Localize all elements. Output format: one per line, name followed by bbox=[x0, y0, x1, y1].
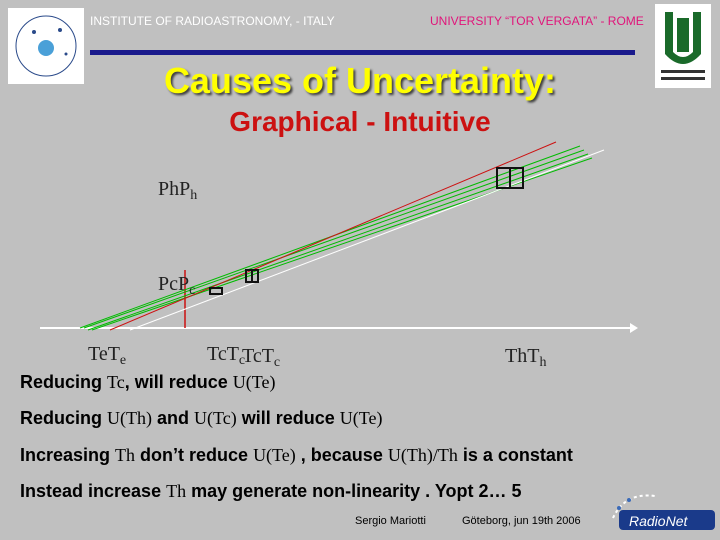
header-institute: INSTITUTE OF RADIOASTRONOMY, - ITALY bbox=[90, 14, 335, 28]
fit-line bbox=[109, 141, 557, 331]
slide-subtitle: Graphical - Intuitive bbox=[229, 106, 491, 137]
y-label-ph: PhPh bbox=[158, 178, 197, 203]
fit-line bbox=[83, 149, 585, 329]
fit-line bbox=[87, 153, 589, 331]
radionet-logo-icon: RadioNet bbox=[612, 494, 715, 530]
y-label-pc: PcPc bbox=[158, 273, 195, 298]
x-label-tc: TcTc bbox=[242, 345, 280, 370]
header-university: UNIVERSITY “TOR VERGATA” - ROME bbox=[430, 14, 644, 28]
x-label-te: TeTe bbox=[88, 343, 126, 368]
x-label-tc: TcTc bbox=[207, 343, 245, 368]
x-label-th: ThTh bbox=[505, 345, 546, 370]
uncertainty-box-ambient bbox=[209, 287, 223, 295]
inaf-logo-icon bbox=[8, 8, 84, 84]
fit-line bbox=[129, 149, 605, 331]
text-line-2: Reducing U(Th) and U(Tc) will reduce U(T… bbox=[20, 408, 383, 428]
header-rule bbox=[90, 50, 635, 55]
tor-vergata-logo-icon bbox=[655, 4, 711, 88]
text-line-1: Reducing Tc, will reduce U(Te) bbox=[20, 372, 276, 392]
footer-author: Sergio Mariotti bbox=[355, 515, 426, 527]
svg-text:RadioNet: RadioNet bbox=[629, 513, 688, 529]
x-axis-arrow bbox=[630, 323, 638, 333]
footer-date: Göteborg, jun 19th 2006 bbox=[462, 515, 581, 527]
slide-title: Causes of Uncertainty: bbox=[163, 60, 557, 101]
text-line-3: Increasing Th don’t reduce U(Te) , becau… bbox=[20, 445, 573, 465]
text-line-4: Instead increase Th may generate non-lin… bbox=[20, 481, 522, 501]
